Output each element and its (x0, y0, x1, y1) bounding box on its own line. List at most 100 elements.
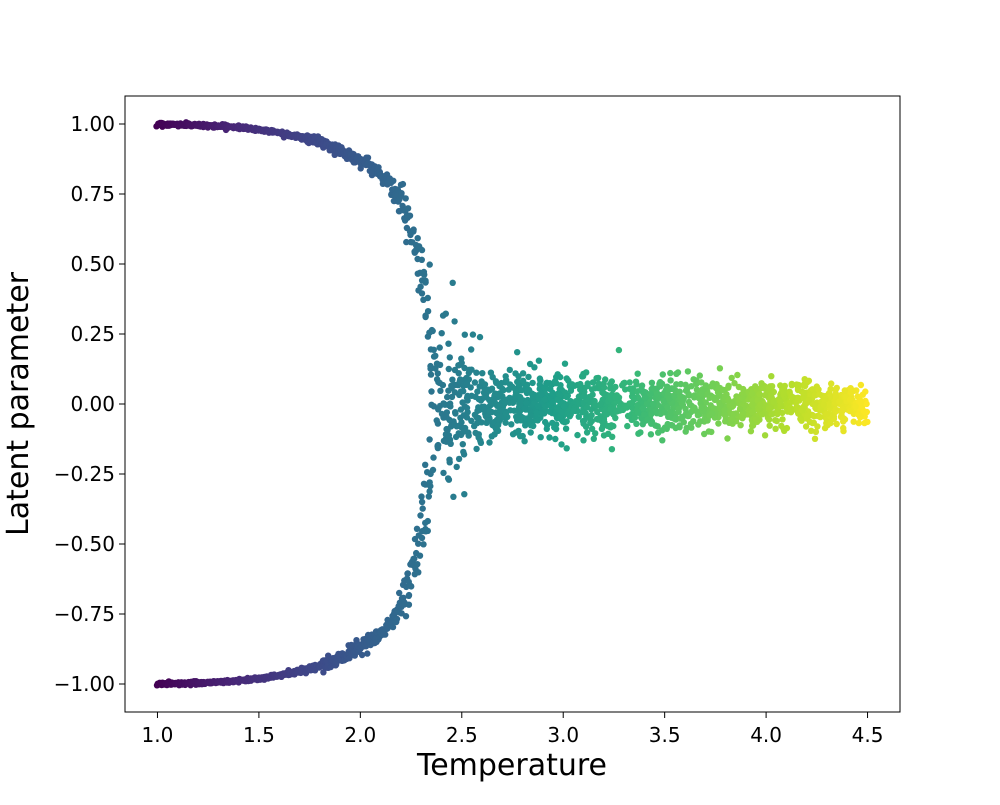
data-point (583, 404, 591, 411)
data-point (468, 346, 475, 353)
data-point (455, 370, 462, 377)
data-point (655, 429, 662, 436)
y-tick-label: −0.25 (54, 462, 115, 486)
data-point (406, 212, 414, 219)
data-point (463, 394, 471, 402)
data-point (474, 388, 481, 395)
data-point (848, 389, 855, 396)
data-point (460, 448, 467, 456)
data-point (424, 294, 431, 302)
data-point (582, 423, 590, 430)
data-point (644, 416, 651, 423)
data-point (816, 391, 823, 398)
data-point (529, 379, 536, 387)
data-point (414, 561, 421, 568)
y-tick-label: −1.00 (54, 672, 115, 696)
data-point (665, 386, 672, 393)
data-point (403, 238, 410, 246)
data-point (521, 405, 528, 412)
data-point (438, 330, 445, 337)
data-point (399, 180, 407, 188)
data-point (638, 385, 645, 392)
data-point (449, 376, 456, 383)
data-point (448, 384, 455, 392)
data-point (417, 283, 424, 290)
data-point (353, 637, 360, 644)
data-point (419, 505, 426, 512)
data-point (583, 429, 591, 436)
data-point (402, 195, 409, 202)
data-point (639, 421, 646, 428)
data-point (701, 430, 708, 438)
data-point (427, 482, 434, 490)
data-point (824, 401, 832, 408)
data-point (523, 381, 531, 388)
data-point (777, 398, 784, 405)
data-point (522, 422, 529, 429)
data-point (446, 456, 453, 463)
data-point (602, 406, 609, 414)
data-point (725, 384, 732, 391)
data-point (426, 436, 433, 443)
data-point (531, 399, 538, 406)
data-point (724, 435, 731, 442)
data-point (634, 401, 641, 409)
data-point (502, 419, 509, 426)
data-point (768, 411, 776, 418)
data-point (607, 395, 614, 403)
data-point (503, 377, 510, 384)
data-point (805, 397, 812, 404)
data-point (537, 434, 544, 441)
data-point (461, 331, 468, 338)
data-point (514, 378, 521, 386)
data-point (568, 381, 576, 388)
data-point (530, 422, 537, 430)
data-point (863, 400, 870, 408)
x-axis-title: Temperature (416, 748, 607, 783)
x-tick-label: 3.0 (547, 723, 579, 747)
data-point (434, 370, 441, 377)
data-point (653, 390, 661, 398)
data-point (405, 601, 413, 608)
data-point (421, 271, 428, 278)
data-point (505, 386, 512, 393)
data-point (553, 373, 560, 381)
data-point (647, 431, 655, 438)
data-point (811, 435, 819, 442)
data-point (683, 424, 690, 432)
data-point (457, 414, 464, 421)
data-point (514, 349, 521, 356)
data-point (440, 469, 447, 477)
data-point (512, 370, 519, 377)
data-point (542, 403, 549, 410)
data-point (506, 366, 513, 374)
data-point (570, 407, 577, 414)
data-point (633, 420, 640, 427)
data-point (752, 383, 759, 390)
data-point (451, 318, 458, 325)
data-point (679, 401, 687, 409)
data-point (502, 410, 510, 417)
data-point (549, 390, 556, 397)
data-point (859, 391, 866, 398)
data-point (678, 413, 686, 421)
x-tick-label: 3.5 (649, 723, 681, 747)
data-point (640, 405, 647, 412)
data-point (424, 517, 431, 525)
data-point (494, 427, 502, 435)
data-point (740, 385, 747, 393)
data-point (574, 431, 581, 439)
data-point (660, 397, 667, 404)
data-point (450, 493, 457, 500)
data-point (563, 445, 570, 452)
data-point (729, 415, 736, 422)
data-point (546, 434, 553, 441)
data-point (772, 417, 779, 424)
data-point (605, 430, 612, 437)
y-ticks: 1.00 0.75 0.50 0.25 0.00 −0.25 −0.50 −0.75 −1.00 (54, 112, 125, 696)
data-point (535, 357, 543, 364)
data-point (850, 418, 857, 425)
data-point (410, 226, 417, 233)
data-point (444, 393, 451, 401)
data-point (716, 365, 724, 372)
